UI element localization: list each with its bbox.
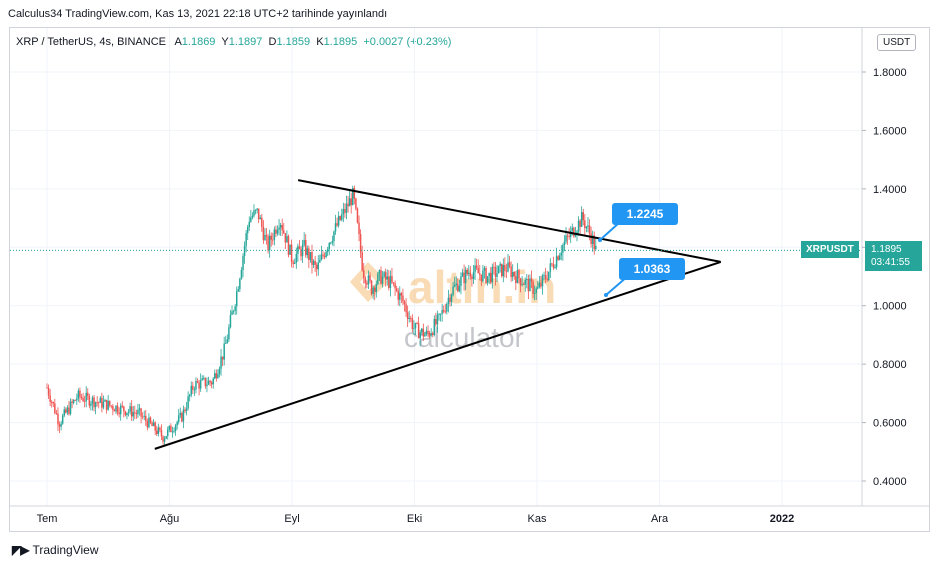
legend-high-label: Y — [221, 36, 229, 48]
chart-legend: XRP / TetherUS, 4s, BINANCE A1.1869 Y1.1… — [16, 36, 451, 48]
legend-low-label: D — [268, 36, 277, 48]
callout-lower: 1.0363 — [619, 258, 685, 280]
legend-open: 1.1869 — [181, 36, 216, 48]
last-price-badge: 1.1895 03:41:55 — [865, 241, 922, 271]
legend-open-label: A — [174, 36, 182, 48]
chart-frame — [9, 27, 930, 532]
footer-brand[interactable]: ◤▶ TradingView — [12, 543, 99, 557]
currency-button[interactable]: USDT — [877, 34, 917, 51]
legend-high: 1.1897 — [228, 36, 263, 48]
publication-line: Calculus34 TradingView.com, Kas 13, 2021… — [8, 8, 388, 20]
last-price-countdown: 03:41:55 — [871, 257, 910, 268]
footer-brand-label: TradingView — [32, 543, 99, 557]
callout-upper: 1.2245 — [612, 203, 678, 225]
last-price-symbol-badge: XRPUSDT — [801, 241, 859, 258]
legend-low: 1.1859 — [276, 36, 311, 48]
last-price-value: 1.1895 — [871, 244, 902, 255]
legend-close: 1.1895 — [323, 36, 358, 48]
legend-close-label: K — [316, 36, 324, 48]
tradingview-logo-icon: ◤▶ — [12, 543, 29, 557]
legend-change: +0.0027 (+0.23%) — [363, 36, 452, 48]
legend-symbol: XRP / TetherUS, 4s, BINANCE — [16, 36, 166, 48]
